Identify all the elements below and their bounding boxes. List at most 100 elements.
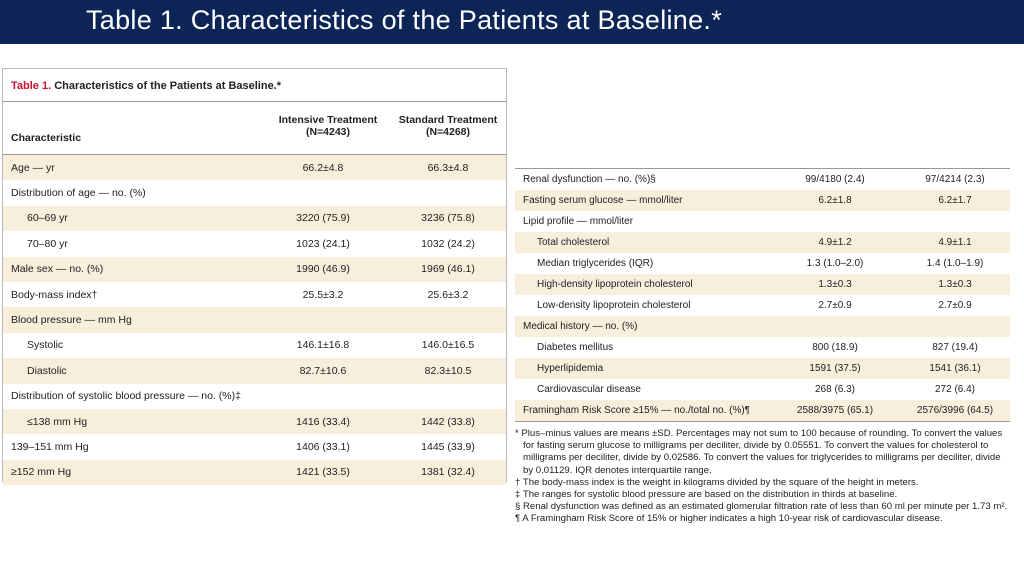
row-label: Systolic [27, 339, 64, 352]
cell: 97/4214 (2.3) [925, 174, 985, 185]
row-label: Hyperlipidemia [537, 363, 604, 374]
row-label: Distribution of age — no. (%) [11, 187, 146, 200]
table-row: High-density lipoprotein cholesterol 1.3±… [515, 274, 1010, 295]
row-label: Lipid profile — mmol/liter [523, 216, 634, 227]
cell: 2.7±0.9 [938, 300, 972, 311]
table-row: Age — yr 66.2±4.8 66.3±4.8 [3, 155, 506, 181]
table-row: 139–151 mm Hg 1406 (33.1) 1445 (33.9) [3, 434, 506, 459]
table-row: Total cholesterol 4.9±1.2 4.9±1.1 [515, 232, 1010, 253]
column-label: Standard Treatment (N=4268) [398, 114, 498, 138]
row-label: Body-mass index† [11, 288, 98, 301]
cell: 268 (6.3) [814, 384, 856, 395]
table-row: Lipid profile — mmol/liter [515, 211, 1010, 232]
cell: 25.5±3.2 [302, 288, 344, 301]
cell: 146.0±16.5 [421, 339, 475, 352]
table-row: Distribution of systolic blood pressure … [3, 384, 506, 409]
row-label: Age — yr [11, 161, 55, 174]
cell: 1406 (33.1) [296, 440, 350, 453]
table-row: Male sex — no. (%) 1990 (46.9) 1969 (46.1) [3, 256, 506, 282]
cell: 1.3±0.3 [818, 279, 852, 290]
row-label: Cardiovascular disease [537, 384, 641, 395]
row-label: Diastolic [27, 364, 67, 377]
cell: 66.3±4.8 [427, 161, 469, 174]
row-label: Male sex — no. (%) [11, 263, 104, 276]
table-row: Median triglycerides (IQR) 1.3 (1.0–2.0) 1… [515, 253, 1010, 274]
table-row: Blood pressure — mm Hg [3, 307, 506, 333]
table-row: Diabetes mellitus 800 (18.9) 827 (19.4) [515, 337, 1010, 358]
cell: 99/4180 (2.4) [805, 174, 865, 185]
cell: 6.2±1.7 [938, 195, 972, 206]
row-label: Total cholesterol [537, 237, 610, 248]
table-row: 70–80 yr 1023 (24.1) 1032 (24.2) [3, 231, 506, 256]
cell: 1990 (46.9) [296, 263, 350, 276]
row-label: 70–80 yr [27, 237, 68, 250]
row-label: 60–69 yr [27, 212, 68, 225]
table-label: Table 1. [11, 80, 52, 92]
footnote: * Plus–minus values are means ±SD. Perce… [515, 428, 1003, 476]
cell: 272 (6.4) [934, 384, 976, 395]
table-row: ≥152 mm Hg 1421 (33.5) 1381 (32.4) [3, 459, 506, 486]
footnote: § Renal dysfunction was defined as an es… [515, 501, 1008, 513]
column-header: Characteristic Intensive Treatment (N=42… [3, 102, 506, 155]
row-label: Fasting serum glucose — mmol/liter [523, 195, 683, 206]
footnote: ‡ The ranges for systolic blood pressure… [515, 489, 898, 501]
right-table: Renal dysfunction — no. (%)§ 99/4180 (2.4… [515, 168, 1010, 422]
cell: 827 (19.4) [932, 342, 978, 353]
cell: 82.7±10.6 [299, 364, 347, 377]
row-label: Medical history — no. (%) [523, 321, 638, 332]
row-label: Median triglycerides (IQR) [537, 258, 654, 269]
table-row: Medical history — no. (%) [515, 316, 1010, 337]
footnotes: * Plus–minus values are means ±SD. Perce… [515, 428, 1010, 526]
row-label: Low-density lipoprotein cholesterol [537, 300, 691, 311]
cell: 1421 (33.5) [296, 466, 350, 479]
cell: 1.3 (1.0–2.0) [806, 258, 864, 269]
cell: 4.9±1.1 [938, 237, 972, 248]
row-label: Framingham Risk Score ≥15% — no./total n… [523, 405, 751, 416]
column-label: Characteristic [11, 132, 82, 144]
column-label: Intensive Treatment (N=4243) [278, 114, 378, 138]
cell: 1381 (32.4) [421, 466, 475, 479]
row-label: ≥152 mm Hg [11, 466, 72, 479]
cell: 146.1±16.8 [296, 339, 350, 352]
cell: 3236 (75.8) [421, 212, 475, 225]
table-row: Cardiovascular disease 268 (6.3) 272 (6.4) [515, 379, 1010, 400]
table-row: Framingham Risk Score ≥15% — no./total n… [515, 400, 1010, 421]
cell: 82.3±10.5 [424, 364, 472, 377]
table-row: Renal dysfunction — no. (%)§ 99/4180 (2.4… [515, 169, 1010, 190]
cell: 800 (18.9) [812, 342, 858, 353]
cell: 1541 (36.1) [929, 363, 981, 374]
table-row: ≤138 mm Hg 1416 (33.4) 1442 (33.8) [3, 408, 506, 435]
cell: 3220 (75.9) [296, 212, 350, 225]
table-row: Systolic 146.1±16.8 146.0±16.5 [3, 333, 506, 358]
row-label: Blood pressure — mm Hg [11, 314, 132, 327]
table-row: 60–69 yr 3220 (75.9) 3236 (75.8) [3, 205, 506, 232]
cell: 66.2±4.8 [302, 161, 344, 174]
table-row: Body-mass index† 25.5±3.2 25.6±3.2 [3, 282, 506, 307]
table-title-text: Characteristics of the Patients at Basel… [54, 80, 282, 92]
cell: 1.4 (1.0–1.9) [926, 258, 984, 269]
row-label: High-density lipoprotein cholesterol [537, 279, 693, 290]
cell: 1032 (24.2) [421, 237, 475, 250]
table-row: Distribution of age — no. (%) [3, 180, 506, 205]
cell: 1591 (37.5) [809, 363, 861, 374]
row-label: Diabetes mellitus [537, 342, 614, 353]
footnote: † The body-mass index is the weight in k… [515, 476, 919, 488]
table-row: Hyperlipidemia 1591 (37.5) 1541 (36.1) [515, 358, 1010, 379]
cell: 1445 (33.9) [421, 440, 475, 453]
row-label: 139–151 mm Hg [11, 440, 89, 453]
row-label: Distribution of systolic blood pressure … [11, 390, 241, 403]
table-row: Diastolic 82.7±10.6 82.3±10.5 [3, 358, 506, 384]
left-table: Table 1. Characteristics of the Patients… [2, 68, 507, 486]
cell: 1442 (33.8) [421, 415, 475, 428]
cell: 1969 (46.1) [421, 263, 475, 276]
cell: 1.3±0.3 [938, 279, 972, 290]
row-label: Renal dysfunction — no. (%)§ [523, 174, 656, 185]
cell: 4.9±1.2 [818, 237, 852, 248]
row-label: ≤138 mm Hg [27, 415, 88, 428]
cell: 1416 (33.4) [296, 415, 350, 428]
table-title: Table 1. Characteristics of the Patients… [3, 69, 506, 102]
cell: 2588/3975 (65.1) [796, 405, 874, 416]
table-row: Low-density lipoprotein cholesterol 2.7±0… [515, 295, 1010, 316]
table-row: Fasting serum glucose — mmol/liter 6.2±1.… [515, 190, 1010, 211]
